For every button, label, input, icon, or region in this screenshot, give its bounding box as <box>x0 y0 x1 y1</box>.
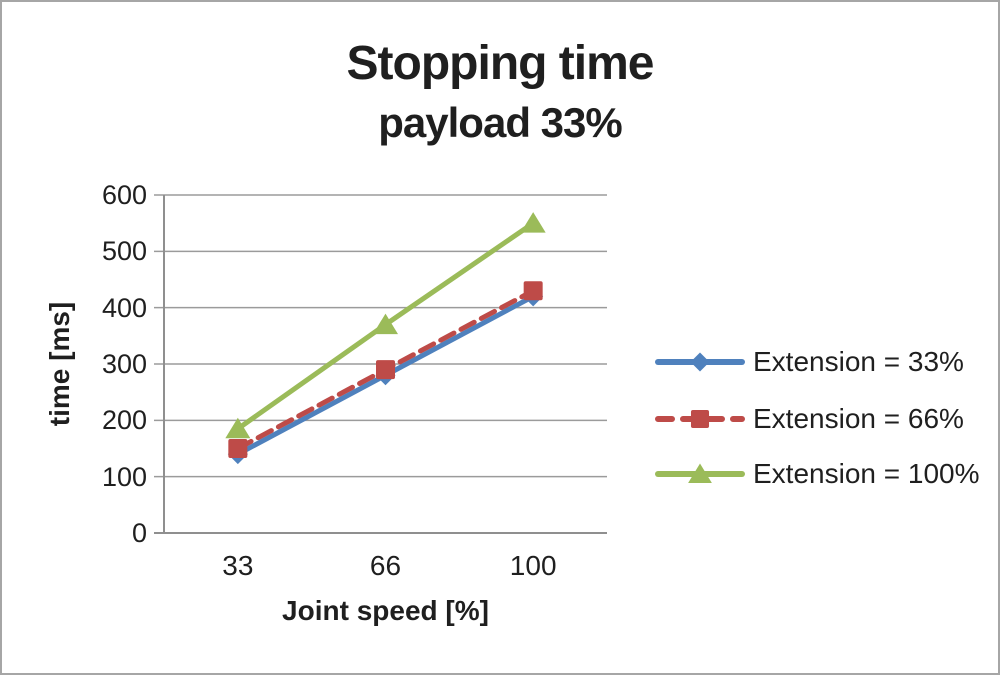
x-axis-title: Joint speed [%] <box>282 595 489 626</box>
triangle-marker-icon <box>373 313 398 335</box>
square-marker-icon <box>228 439 248 458</box>
y-tick-label: 100 <box>101 461 147 492</box>
legend-swatch <box>655 463 745 484</box>
square-marker-icon <box>376 360 395 380</box>
triangle-marker-icon <box>225 417 251 439</box>
y-tick-label: 400 <box>101 292 147 323</box>
triangle-marker-icon <box>688 463 712 484</box>
legend-label: Extension = 66% <box>753 403 964 434</box>
y-tick-label: 500 <box>101 236 147 267</box>
legend-label: Extension = 100% <box>753 458 980 489</box>
legend-swatch <box>655 409 745 429</box>
y-tick-label: 300 <box>101 349 147 379</box>
y-tick-label: 200 <box>101 405 147 436</box>
legend-item: Extension = 100% <box>654 459 980 489</box>
y-axis-title: time [ms] <box>44 301 75 427</box>
x-tick-label: 100 <box>509 550 557 581</box>
legend-swatch <box>655 352 745 372</box>
legend-item: Extension = 66% <box>654 404 964 434</box>
y-tick-label: 600 <box>101 180 147 210</box>
diamond-marker-icon <box>690 352 710 372</box>
chart-title: Stopping time <box>346 37 655 90</box>
legend-item: Extension = 33% <box>654 347 964 377</box>
square-marker-icon <box>690 409 710 429</box>
square-marker-icon <box>523 281 543 301</box>
x-tick-label: 66 <box>369 550 402 581</box>
x-tick-label: 33 <box>222 550 254 581</box>
triangle-marker-icon <box>520 212 546 233</box>
y-tick-label: 0 <box>131 518 147 548</box>
legend-label: Extension = 33% <box>753 346 964 377</box>
chart-subtitle: payload 33% <box>378 99 622 146</box>
